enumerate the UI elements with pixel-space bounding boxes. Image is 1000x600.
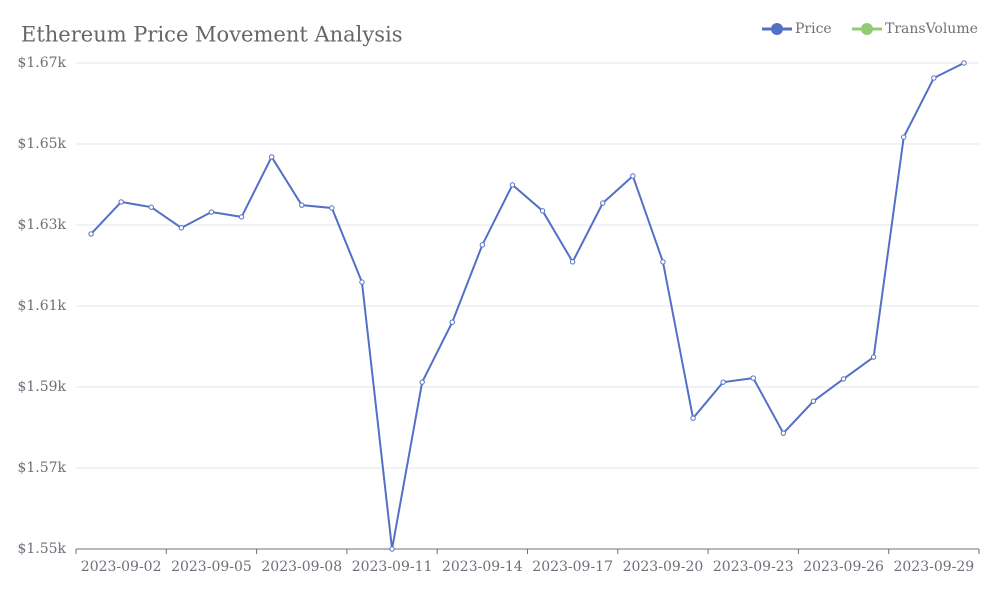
data-point — [600, 200, 606, 206]
x-tick-label: 2023-09-20 — [623, 559, 704, 575]
y-tick-label: $1.57k — [17, 460, 66, 476]
x-tick-label: 2023-09-11 — [352, 559, 433, 575]
data-point — [118, 199, 124, 205]
y-tick-label: $1.65k — [17, 136, 66, 152]
data-point — [569, 259, 576, 265]
data-point — [148, 204, 154, 210]
data-point — [840, 376, 847, 382]
x-tick-label: 2023-09-17 — [532, 559, 613, 575]
legend-symbol — [861, 23, 873, 35]
x-tick-label: 2023-09-02 — [81, 559, 162, 575]
data-point — [359, 279, 365, 285]
data-point — [870, 354, 877, 360]
data-point — [931, 75, 937, 81]
x-tick-label: 2023-09-14 — [442, 559, 523, 575]
legend-label: TransVolume — [885, 21, 978, 37]
data-point — [720, 379, 726, 385]
y-tick-label: $1.59k — [17, 379, 66, 395]
x-tick-label: 2023-09-29 — [893, 559, 974, 575]
legend-symbol — [771, 23, 783, 35]
data-point — [88, 231, 94, 237]
data-point — [509, 182, 516, 188]
data-point — [389, 546, 395, 552]
data-point — [901, 134, 907, 140]
data-point — [268, 154, 275, 160]
data-point — [299, 202, 305, 208]
data-point — [780, 430, 787, 436]
data-point — [329, 205, 335, 211]
x-tick-label: 2023-09-05 — [171, 559, 252, 575]
data-point — [810, 398, 817, 404]
data-point — [178, 225, 185, 231]
data-point — [479, 242, 486, 248]
legend-label: Price — [795, 21, 832, 37]
data-point — [630, 173, 636, 179]
x-tick-label: 2023-09-08 — [261, 559, 342, 575]
legend-item: TransVolume — [852, 21, 978, 37]
legend-item: Price — [762, 21, 832, 37]
chart-title: Ethereum Price Movement Analysis — [21, 23, 403, 47]
y-tick-label: $1.67k — [17, 55, 66, 71]
data-point — [238, 214, 245, 220]
x-tick-label: 2023-09-26 — [803, 559, 884, 575]
data-point — [419, 379, 425, 385]
data-point — [208, 209, 215, 215]
data-point — [449, 319, 455, 325]
y-tick-label: $1.55k — [17, 541, 66, 557]
y-tick-label: $1.61k — [17, 298, 66, 314]
data-point — [690, 415, 696, 421]
series-line — [90, 62, 965, 550]
x-tick-label: 2023-09-23 — [713, 559, 794, 575]
data-point — [660, 259, 666, 265]
data-point — [961, 60, 967, 66]
y-tick-label: $1.63k — [17, 217, 66, 233]
data-point — [539, 208, 546, 214]
data-point — [750, 375, 756, 381]
